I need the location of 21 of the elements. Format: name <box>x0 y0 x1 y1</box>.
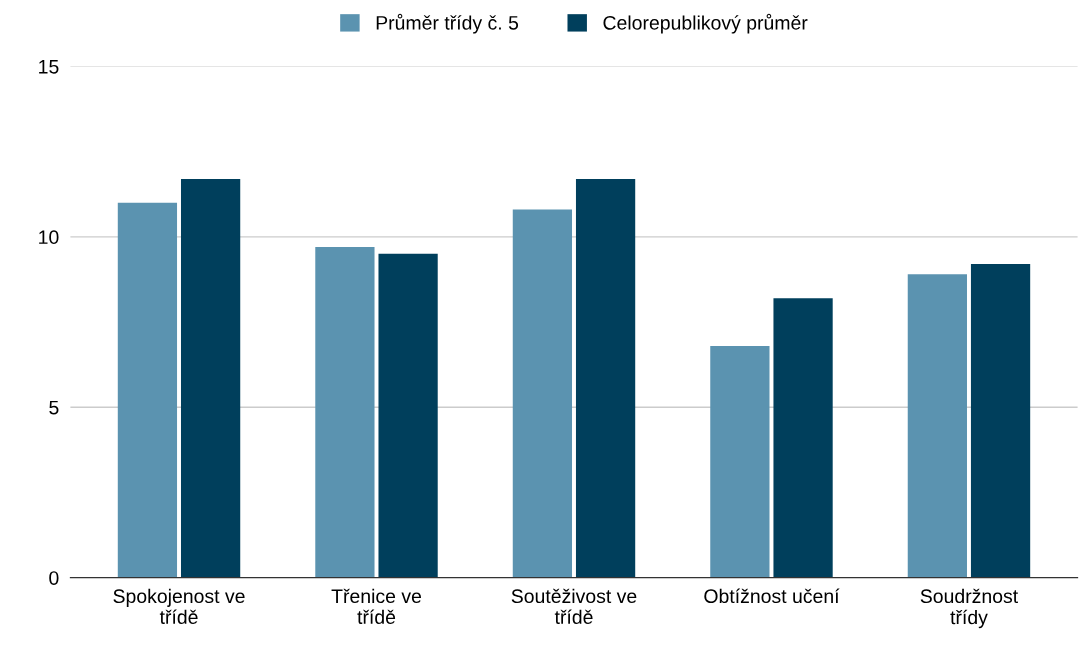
bar <box>315 247 375 578</box>
legend-label: Průměr třídy č. 5 <box>376 13 519 34</box>
legend-label: Celorepublikový průměr <box>603 13 808 34</box>
x-tick-label: Spokojenost ve třídě <box>113 588 245 625</box>
bar <box>970 264 1031 578</box>
bar <box>117 202 178 578</box>
bar <box>907 274 967 578</box>
y-tick-label: 15 <box>39 60 59 74</box>
x-tick-label: Třenice ve třídě <box>331 588 422 625</box>
bar <box>378 253 438 578</box>
x-tick-label: Soudržnost třídy <box>920 588 1019 629</box>
y-tick-label: 5 <box>49 400 59 415</box>
bar <box>773 298 833 578</box>
bar <box>512 209 573 578</box>
y-tick-label: 0 <box>49 571 59 585</box>
x-tick-label: Obtížnost učení <box>704 588 840 604</box>
y-tick-label: 10 <box>39 230 59 245</box>
bar <box>710 345 770 578</box>
bar <box>180 178 241 578</box>
bar <box>575 178 636 578</box>
x-tick-label: Soutěživost ve třídě <box>511 588 637 625</box>
